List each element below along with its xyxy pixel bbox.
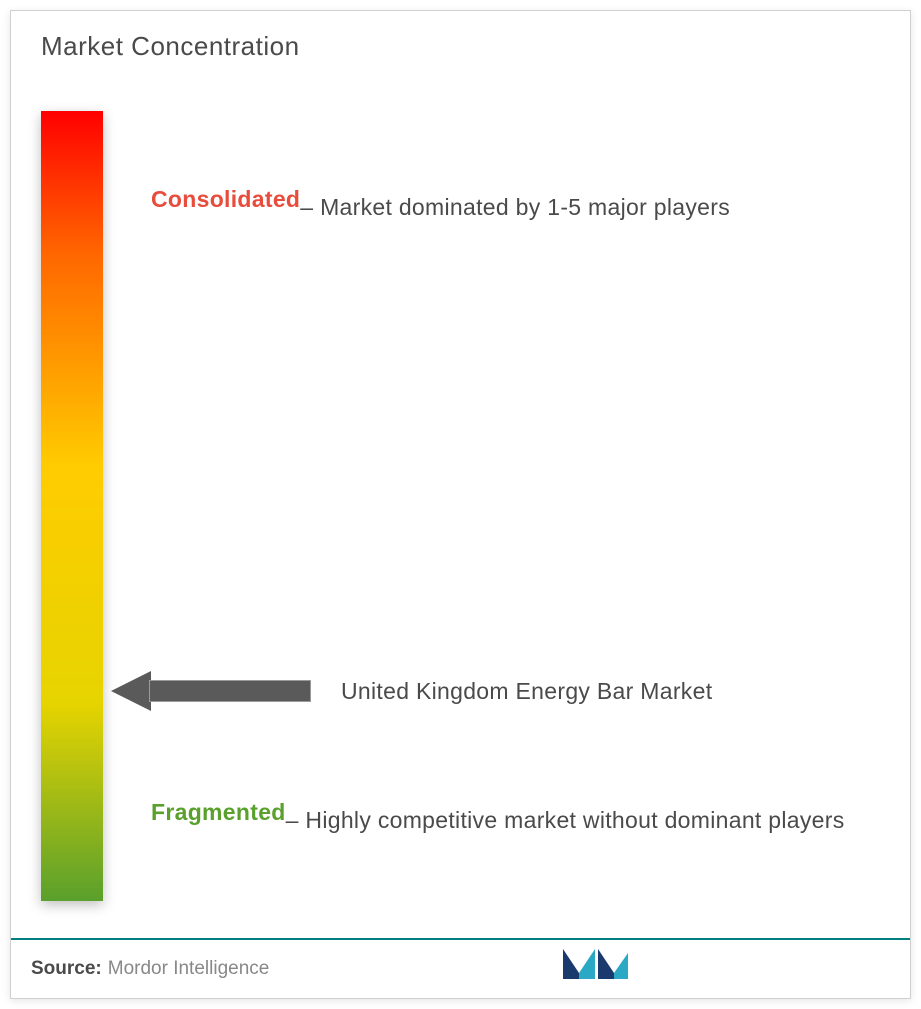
concentration-gradient-bar <box>41 111 103 901</box>
source-text: Mordor Intelligence <box>108 958 270 980</box>
legend-consolidated-desc: – Market dominated by 1-5 major players <box>300 186 730 230</box>
arrow-icon <box>111 671 311 711</box>
legend-fragmented-label: Fragmented <box>151 799 286 826</box>
legend-fragmented-desc: – Highly competitive market without domi… <box>286 799 845 843</box>
market-position-marker: United Kingdom Energy Bar Market <box>111 671 712 711</box>
legend-consolidated: Consolidated – Market dominated by 1-5 m… <box>151 186 870 230</box>
legend-fragmented: Fragmented – Highly competitive market w… <box>151 799 870 843</box>
source-label: Source: <box>31 958 102 980</box>
chart-title: Market Concentration <box>41 31 300 62</box>
chart-footer: Source: Mordor Intelligence <box>11 938 910 998</box>
legend-consolidated-label: Consolidated <box>151 186 300 213</box>
market-label: United Kingdom Energy Bar Market <box>341 678 712 705</box>
chart-container: Market Concentration Consolidated – Mark… <box>10 10 911 999</box>
logo-icon <box>560 943 630 986</box>
